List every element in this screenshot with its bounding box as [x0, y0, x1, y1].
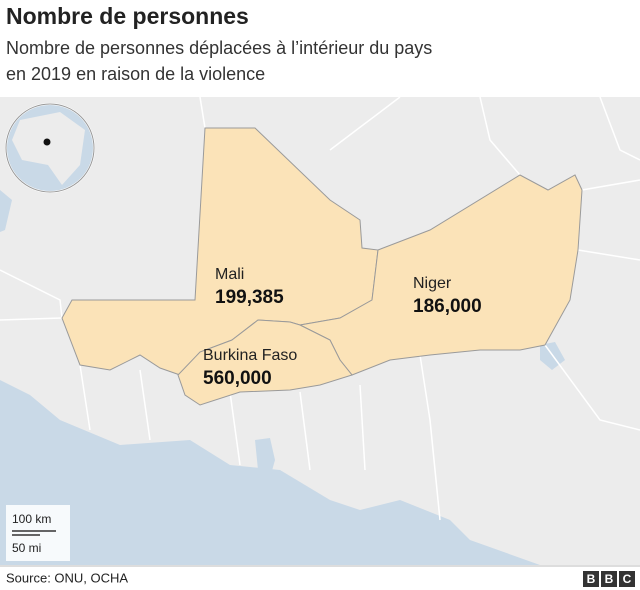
region-name: Burkina Faso [203, 347, 297, 364]
logo-letter: B [605, 572, 614, 586]
borders [0, 96, 640, 521]
logo-letter: B [587, 572, 596, 586]
logo-box [583, 571, 599, 587]
country-shape [177, 319, 353, 406]
highlighted-countries [61, 127, 583, 406]
region-value: 560,000 [203, 368, 272, 389]
globe-inset [5, 103, 95, 193]
lake [255, 438, 275, 485]
scale-label: 50 mi [12, 541, 41, 555]
scale-bar: 100 km 50 mi [6, 505, 70, 561]
map: Mali 199,385 Niger 186,000 Burkina Faso 560,0… [0, 96, 640, 565]
scale-label: 100 km [12, 512, 51, 526]
title: Nombre de personnes [6, 3, 249, 29]
logo-box [619, 571, 635, 587]
subtitle: en 2019 en raison de la violence [6, 64, 265, 84]
logo-letter: C [623, 572, 632, 586]
region-value: 199,385 [215, 287, 284, 308]
subtitle: Nombre de personnes déplacées à l’intéri… [6, 38, 432, 58]
source: Source: ONU, OCHA [6, 570, 128, 585]
region-name: Niger [413, 275, 452, 292]
region-labels: Mali 199,385 Niger 186,000 Burkina Faso 560,0… [203, 266, 482, 389]
region-value: 186,000 [413, 296, 482, 317]
region-name: Mali [215, 266, 244, 283]
ocean [0, 190, 12, 232]
logo-box [601, 571, 617, 587]
